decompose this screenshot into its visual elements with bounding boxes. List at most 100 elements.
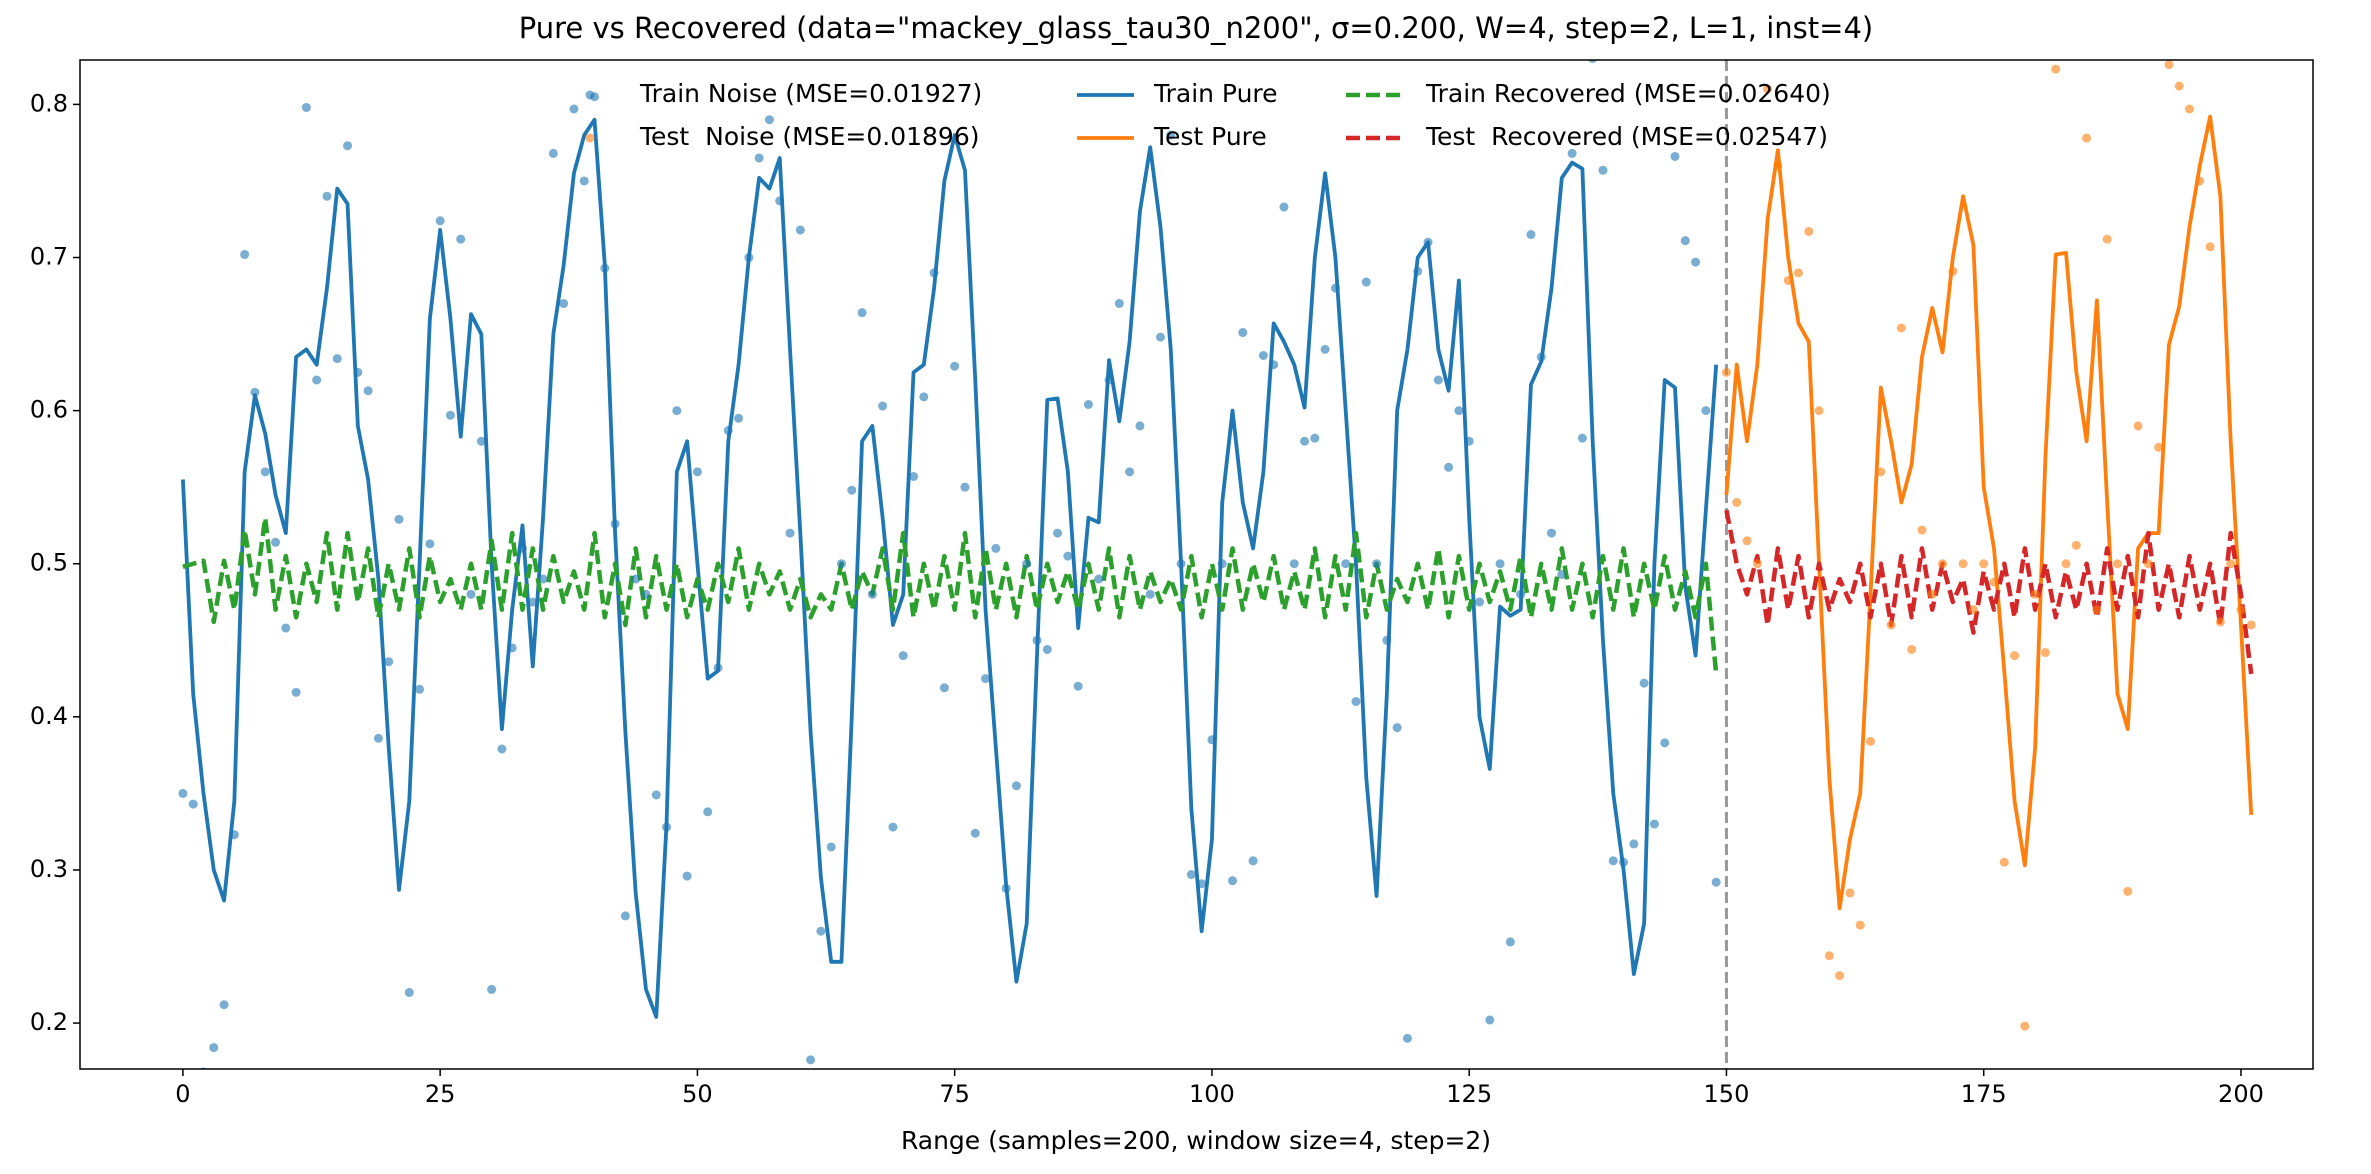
pure-line [181, 117, 1719, 1019]
noise-point [2061, 559, 2071, 569]
noise-point [373, 733, 383, 743]
noise-point [1042, 644, 1052, 654]
y-tick-label: 0.7 [30, 243, 68, 271]
noise-point [631, 574, 641, 584]
noise-point [1536, 352, 1546, 362]
noise-point [415, 684, 425, 694]
noise-point [1155, 332, 1165, 342]
noise-point [1238, 328, 1248, 338]
noise-point [1505, 937, 1515, 947]
noise-point [1763, 84, 1773, 94]
noise-point [538, 574, 548, 584]
noise-point [1526, 230, 1536, 240]
noise-point [651, 790, 661, 800]
noise-point [2020, 1021, 2030, 1031]
noise-point [1629, 839, 1639, 849]
y-tick-label: 0.2 [30, 1008, 68, 1036]
noise-point [1433, 375, 1443, 385]
x-tick-label: 25 [425, 1080, 456, 1108]
noise-point [888, 822, 898, 832]
noise-point [1104, 375, 1114, 385]
noise-point [487, 984, 497, 994]
x-tick-label: 200 [2218, 1080, 2264, 1108]
noise-point [2123, 886, 2133, 896]
noise-point [425, 539, 435, 549]
noise-point [517, 543, 527, 553]
noise-point [2071, 540, 2081, 550]
noise-point [1300, 436, 1310, 446]
legend-label: Test Pure [1153, 122, 1267, 151]
noise-point [2246, 620, 2256, 630]
noise-point [1485, 1015, 1495, 1025]
noise-point [404, 987, 414, 997]
noise-point [1289, 559, 1299, 569]
noise-point [1691, 257, 1701, 267]
noise-point [1022, 559, 1032, 569]
noise-point [1896, 323, 1906, 333]
y-tick-label: 0.4 [30, 702, 68, 730]
noise-point [497, 744, 507, 754]
noise-point [836, 559, 846, 569]
noise-point [271, 537, 281, 547]
noise-point [878, 401, 888, 411]
noise-point [1145, 589, 1155, 599]
x-tick-label: 125 [1446, 1080, 1492, 1108]
plot-area [178, 60, 2256, 1069]
noise-point [1423, 237, 1433, 247]
noise-point [1474, 597, 1484, 607]
noise-point [1125, 467, 1135, 477]
noise-point [1948, 266, 1958, 276]
noise-point [734, 413, 744, 423]
noise-point [1258, 351, 1268, 361]
noise-point [1444, 462, 1454, 472]
noise-point [1248, 856, 1258, 866]
noise-point [2082, 133, 2092, 143]
noise-point [1186, 870, 1196, 880]
noise-point [610, 519, 620, 529]
noise-point [785, 528, 795, 538]
noise-point [2236, 605, 2246, 615]
noise-point [1567, 148, 1577, 158]
noise-point [1516, 589, 1526, 599]
noise-point [1454, 406, 1464, 416]
noise-point [1207, 735, 1217, 745]
pure-line [1724, 114, 2254, 911]
noise-point [744, 253, 754, 263]
noise-point [816, 926, 826, 936]
noise-point [1649, 819, 1659, 829]
noise-point [1053, 528, 1063, 538]
noise-point [2185, 104, 2195, 114]
noise-point [2040, 648, 2050, 658]
noise-point [1670, 151, 1680, 161]
x-tick-label: 50 [682, 1080, 713, 1108]
noise-point [188, 799, 198, 809]
noise-point [281, 623, 291, 633]
noise-point [384, 657, 394, 667]
noise-point [1927, 589, 1937, 599]
noise-point [672, 406, 682, 416]
noise-point [1855, 920, 1865, 930]
noise-point [1660, 738, 1670, 748]
noise-point [909, 471, 919, 481]
noise-point [332, 354, 342, 364]
noise-point [826, 842, 836, 852]
noise-point [209, 1043, 219, 1053]
chart-title: Pure vs Recovered (data="mackey_glass_ta… [519, 11, 1873, 45]
noise-point [353, 367, 363, 377]
noise-point [445, 410, 455, 420]
noise-point [981, 674, 991, 684]
noise-point [898, 651, 908, 661]
y-tick-label: 0.6 [30, 396, 68, 424]
noise-point [620, 911, 630, 921]
noise-point [548, 148, 558, 158]
noise-point [1197, 879, 1207, 889]
noise-point [1588, 60, 1597, 63]
noise-point [476, 436, 486, 446]
noise-point [1958, 559, 1968, 569]
noise-point [795, 225, 805, 235]
noise-point [1701, 406, 1711, 416]
noise-point [2174, 81, 2184, 91]
noise-point [2143, 559, 2153, 569]
noise-point [1176, 559, 1186, 569]
